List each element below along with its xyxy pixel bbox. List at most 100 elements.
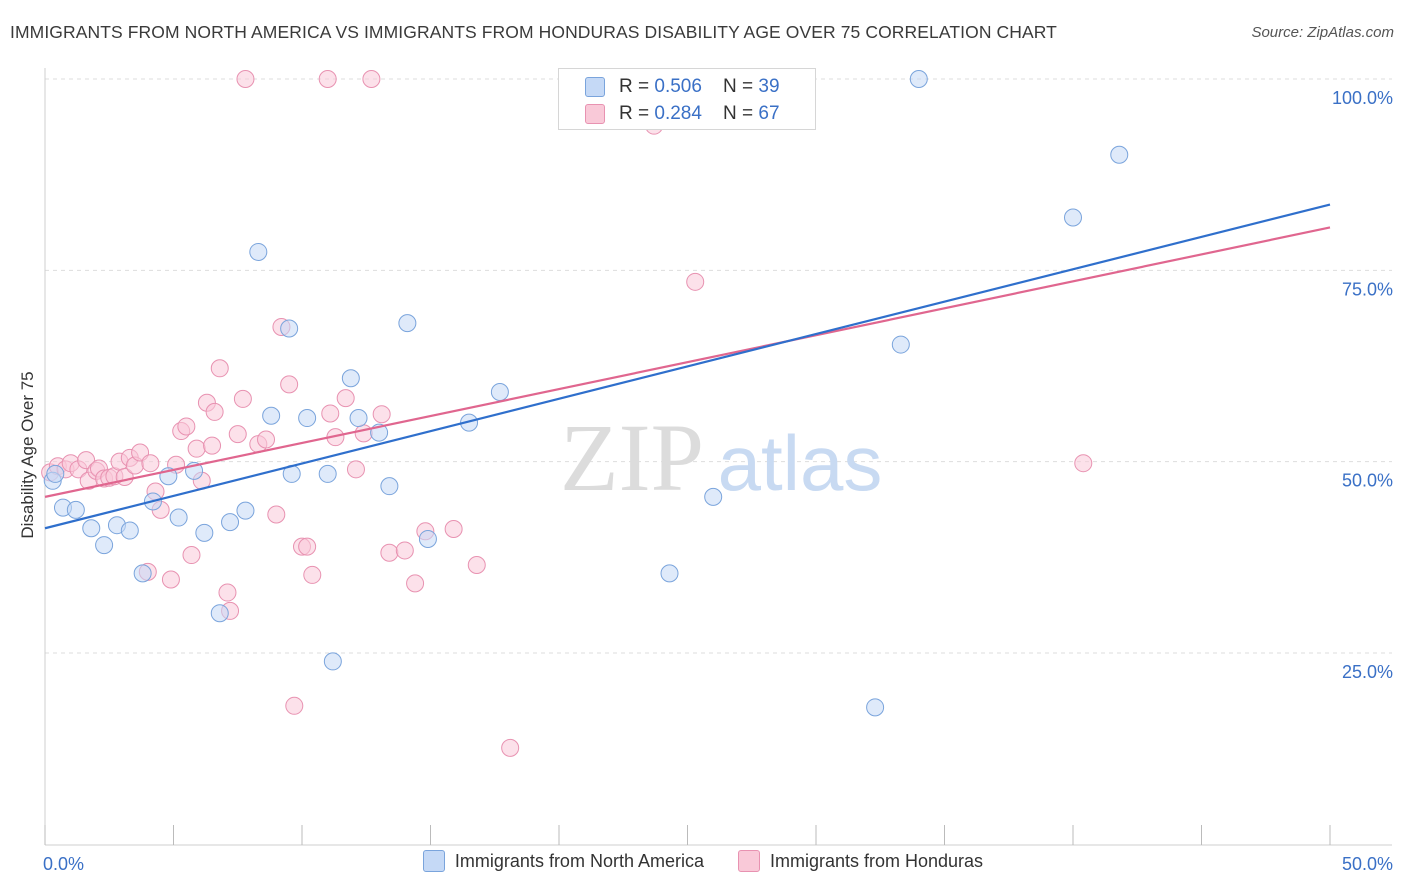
- legend-item-pink[interactable]: Immigrants from Honduras: [737, 850, 984, 872]
- stats-row-pink: R = 0.284 N = 67: [585, 101, 780, 127]
- pink-point: [177, 417, 196, 436]
- pink-point: [218, 583, 237, 602]
- pink-point: [380, 543, 399, 562]
- y-axis-label: Disability Age Over 75: [18, 371, 37, 539]
- n-label-blue: N =: [723, 76, 759, 97]
- blue-point: [298, 409, 317, 428]
- pink-point: [280, 375, 299, 394]
- pink-point: [372, 405, 391, 424]
- x-tick-label-min: 0.0%: [43, 854, 84, 874]
- pink-point: [406, 574, 425, 593]
- pink-point: [444, 520, 463, 539]
- blue-point: [323, 652, 342, 671]
- blue-point: [169, 508, 188, 527]
- blue-point: [398, 314, 417, 333]
- pink-point: [233, 389, 252, 408]
- pink-point: [210, 359, 229, 378]
- pink-point: [203, 436, 222, 455]
- blue-point: [120, 521, 139, 540]
- pink-point: [318, 70, 337, 88]
- source-credit: Source: ZipAtlas.com: [1251, 24, 1394, 41]
- blue-point: [418, 529, 437, 548]
- pink-point: [285, 696, 304, 715]
- r-value-blue: 0.506: [654, 76, 702, 97]
- pink-point: [686, 272, 705, 291]
- pink-point: [205, 402, 224, 421]
- pink-point: [354, 424, 373, 443]
- blue-point: [1064, 208, 1082, 227]
- y-tick-label-75: 75.0%: [1342, 279, 1393, 299]
- blue-point: [280, 319, 299, 338]
- watermark-atlas: atlas: [718, 419, 883, 507]
- blue-point: [380, 477, 399, 496]
- blue-point: [66, 500, 85, 519]
- watermark-zip: ZIP: [560, 404, 704, 511]
- pink-point: [467, 555, 486, 574]
- pink-point: [182, 546, 201, 565]
- trend-line-pink: [44, 226, 1331, 498]
- r-value-pink: 0.284: [654, 103, 702, 124]
- blue-point: [221, 513, 240, 532]
- axes: [44, 68, 1392, 846]
- r-label-pink: R =: [619, 103, 655, 124]
- grid-lines: [45, 78, 1392, 654]
- legend: Immigrants from North America Immigrants…: [0, 850, 1406, 872]
- trend-line-blue: [44, 203, 1331, 530]
- blue-point: [866, 698, 885, 717]
- blue-point: [249, 242, 268, 261]
- legend-item-blue[interactable]: Immigrants from North America: [422, 850, 704, 872]
- blue-point: [660, 564, 679, 583]
- tick-labels: 25.0% 50.0% 75.0% 100.0% 0.0% 50.0%: [43, 88, 1393, 874]
- pink-point: [303, 565, 322, 584]
- y-tick-label-25: 25.0%: [1342, 662, 1393, 682]
- stats-swatch-pink: [585, 104, 605, 124]
- blue-point: [262, 406, 281, 425]
- pink-point: [395, 541, 414, 560]
- legend-swatch-blue: [422, 850, 445, 872]
- chart-title: IMMIGRANTS FROM NORTH AMERICA VS IMMIGRA…: [10, 22, 1057, 42]
- pink-point: [257, 430, 276, 449]
- n-label-pink: N =: [723, 103, 759, 124]
- r-label-blue: R =: [619, 76, 655, 97]
- pink-point: [346, 460, 365, 479]
- pink-point: [267, 505, 286, 524]
- blue-point: [704, 487, 723, 506]
- blue-points: [43, 70, 1129, 717]
- blue-point: [891, 335, 910, 354]
- legend-swatch-pink: [737, 850, 760, 872]
- pink-point: [321, 404, 340, 423]
- pink-point: [228, 425, 247, 444]
- legend-label-pink: Immigrants from Honduras: [769, 850, 984, 871]
- blue-point: [318, 464, 337, 483]
- pink-point: [336, 389, 355, 408]
- blue-point: [95, 536, 114, 555]
- blue-point: [909, 70, 928, 88]
- blue-point: [349, 409, 368, 428]
- legend-label-blue: Immigrants from North America: [454, 850, 704, 871]
- blue-point: [490, 383, 509, 402]
- pink-point: [501, 738, 520, 757]
- blue-point: [46, 464, 65, 483]
- blue-point: [1110, 145, 1129, 164]
- blue-point: [195, 523, 214, 542]
- stats-box: R = 0.506 N = 39 R = 0.284 N = 67: [558, 68, 816, 130]
- stats-row-blue: R = 0.506 N = 39: [585, 74, 780, 100]
- blue-point: [133, 564, 152, 583]
- trend-lines: [44, 203, 1331, 530]
- pink-point: [141, 454, 160, 473]
- x-tick-label-max: 50.0%: [1342, 854, 1393, 874]
- n-value-pink: 67: [758, 103, 780, 124]
- pink-point: [298, 537, 317, 556]
- pink-point: [1074, 454, 1093, 473]
- blue-point: [210, 604, 229, 623]
- pink-point: [161, 570, 180, 589]
- blue-point: [236, 501, 255, 520]
- watermark: ZIP atlas: [560, 404, 882, 511]
- y-tick-label-50: 50.0%: [1342, 471, 1393, 491]
- stats-swatch-blue: [585, 77, 605, 97]
- y-tick-label-100: 100.0%: [1332, 88, 1393, 108]
- pink-point: [187, 439, 206, 458]
- blue-point: [341, 369, 360, 388]
- pink-point: [236, 70, 255, 88]
